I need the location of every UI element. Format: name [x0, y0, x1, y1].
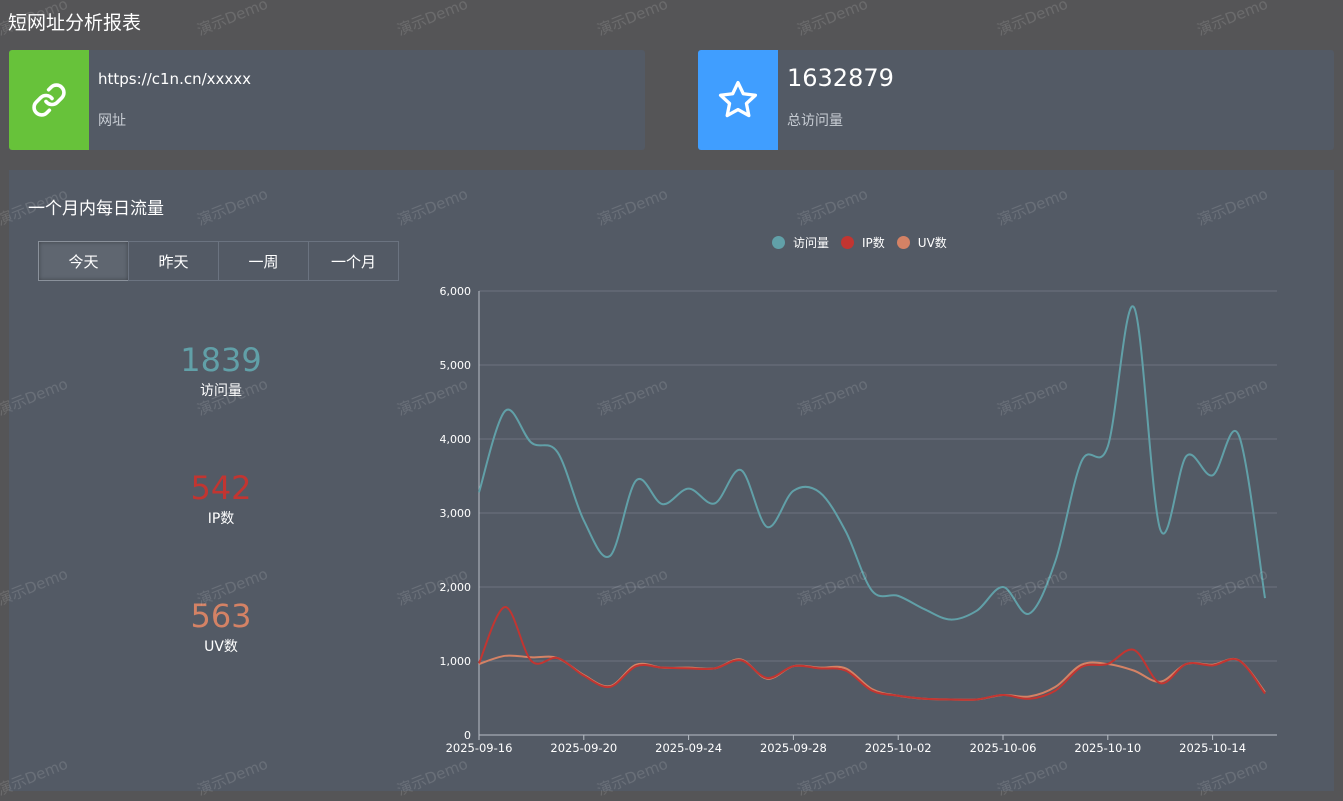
watermark-text: 演示Demo: [1194, 0, 1271, 40]
x-tick-label: 2025-09-28: [760, 741, 827, 755]
legend-dot-visits: [772, 236, 785, 249]
y-tick-label: 3,000: [440, 507, 472, 520]
page-title: 短网址分析报表: [8, 12, 142, 34]
y-tick-label: 0: [464, 729, 471, 742]
watermark-text: 演示Demo: [394, 0, 471, 40]
url-label: 网址: [98, 113, 126, 129]
y-tick-label: 1,000: [440, 655, 472, 668]
tab-week[interactable]: 一周: [218, 241, 309, 281]
watermark-text: 演示Demo: [794, 0, 871, 40]
stat-uv-value: 563: [190, 597, 252, 635]
legend-dot-uv: [896, 236, 910, 249]
watermark-text: 演示Demo: [194, 0, 271, 40]
traffic-panel: 一个月内每日流量 今天 昨天 一周 一个月 1839 访问量 542 IP数 5…: [9, 170, 1334, 791]
y-tick-label: 2,000: [440, 581, 472, 594]
legend-item-visits[interactable]: 访问量: [772, 234, 829, 251]
x-tick-label: 2025-09-20: [550, 741, 617, 755]
legend-item-ip[interactable]: IP数: [841, 234, 885, 251]
stat-ip-value: 542: [190, 469, 252, 507]
legend-label-uv: UV数: [917, 236, 947, 250]
x-tick-label: 2025-10-14: [1179, 741, 1246, 755]
y-tick-label: 6,000: [440, 285, 472, 298]
y-tick-label: 4,000: [440, 433, 472, 446]
stat-visits-label: 访问量: [200, 383, 242, 399]
stat-visits-value: 1839: [180, 341, 262, 379]
url-value: https://c1n.cn/xxxxx: [98, 70, 252, 88]
stat-ip: 542 IP数: [121, 470, 321, 528]
x-tick-label: 2025-10-06: [970, 741, 1037, 755]
url-card: https://c1n.cn/xxxxx 网址: [9, 50, 645, 150]
legend-item-uv[interactable]: UV数: [896, 234, 947, 251]
total-visits-card: 1632879 总访问量: [698, 50, 1334, 150]
legend-dot-ip: [841, 236, 855, 249]
x-tick-label: 2025-09-16: [446, 741, 513, 755]
watermark-text: 演示Demo: [594, 0, 671, 40]
stat-visits: 1839 访问量: [121, 342, 321, 400]
series-line-visits: [478, 305, 1266, 621]
x-tick-label: 2025-10-10: [1074, 741, 1141, 755]
panel-title: 一个月内每日流量: [28, 199, 164, 219]
period-tabs: 今天 昨天 一周 一个月: [38, 241, 399, 281]
stat-uv: 563 UV数: [121, 598, 321, 656]
series-line-uv: [478, 654, 1266, 701]
x-tick-label: 2025-10-02: [865, 741, 932, 755]
stat-uv-label: UV数: [204, 639, 238, 655]
legend-label-ip: IP数: [862, 236, 885, 250]
y-tick-label: 5,000: [440, 359, 472, 372]
legend-label-visits: 访问量: [793, 236, 830, 250]
total-visits-label: 总访问量: [787, 113, 843, 129]
series-line-ip: [478, 605, 1266, 701]
star-icon: [698, 50, 778, 150]
total-visits-value: 1632879: [787, 64, 894, 92]
tab-month[interactable]: 一个月: [308, 241, 399, 281]
watermark-text: 演示Demo: [994, 0, 1071, 40]
x-tick-label: 2025-09-24: [655, 741, 722, 755]
traffic-line-chart: 0 1,000 2,000 3,000 4,000 5,000 6,000 2025-09-1…: [440, 285, 1277, 755]
stat-ip-label: IP数: [207, 511, 235, 527]
link-icon: [9, 50, 89, 150]
chart-legend: 访问量 IP数 UV数: [772, 234, 959, 251]
